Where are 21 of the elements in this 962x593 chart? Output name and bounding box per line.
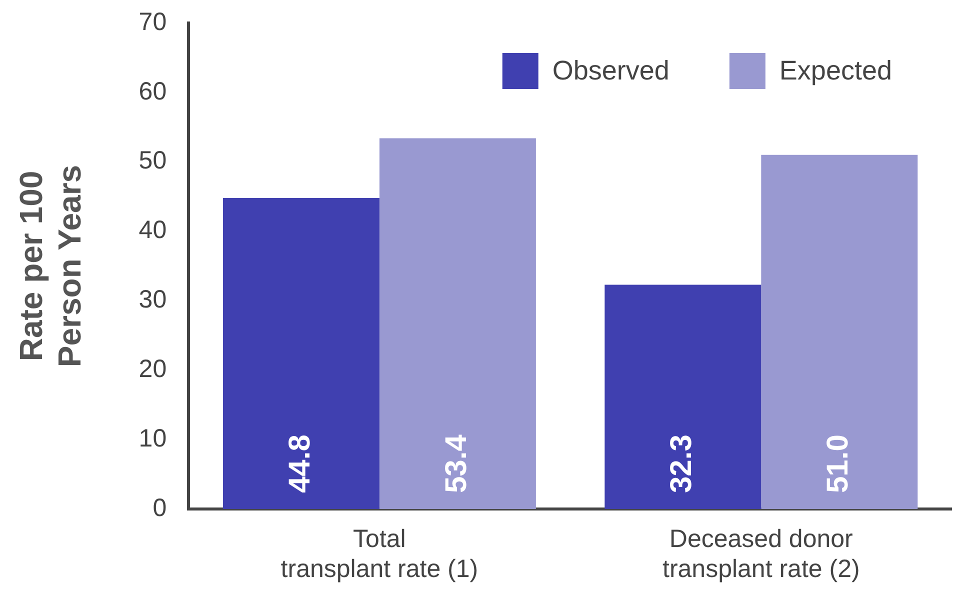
bar — [761, 154, 918, 509]
y-tick-label: 40 — [138, 216, 167, 244]
data-label: 32.3 — [665, 434, 698, 493]
x-tick-label: Total transplant rate (1) — [280, 524, 478, 583]
data-label: 51.0 — [822, 434, 855, 493]
legend-label: Observed — [552, 55, 670, 86]
y-tick-label: 0 — [152, 494, 167, 522]
y-tick-label: 20 — [138, 355, 167, 384]
bar — [222, 198, 380, 509]
bar — [379, 138, 536, 509]
legend-label: Expected — [779, 55, 892, 86]
data-label: 44.8 — [283, 434, 316, 493]
y-tick-label: 50 — [138, 146, 167, 175]
x-tick-label: Deceased donor transplant rate (2) — [662, 524, 860, 583]
y-tick-label: 10 — [138, 424, 167, 452]
y-axis-title: Rate per 100 Person Years — [13, 164, 88, 368]
y-tick-label: 60 — [138, 77, 167, 106]
data-label: 53.4 — [440, 434, 473, 493]
y-tick-label: 30 — [138, 286, 167, 314]
y-tick-label: 70 — [138, 8, 167, 36]
bar — [604, 284, 762, 509]
